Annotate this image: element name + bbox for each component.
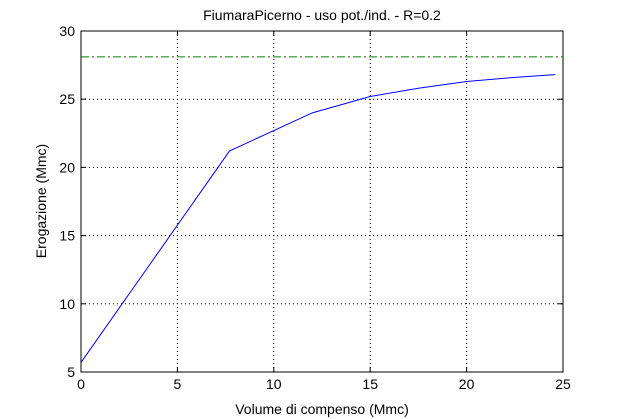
y-tick-label: 25 (59, 91, 75, 107)
y-tick-label: 10 (59, 296, 75, 312)
y-axis-label: Erogazione (Mmc) (33, 144, 49, 258)
y-tick-label: 30 (59, 23, 75, 39)
x-tick-label: 20 (459, 376, 475, 392)
y-tick-label: 5 (67, 364, 75, 380)
x-tick-label: 0 (77, 376, 85, 392)
y-tick-label: 20 (59, 159, 75, 175)
x-axis-label: Volume di compenso (Mmc) (235, 401, 409, 417)
data-line (80, 74, 556, 363)
chart-title: FiumaraPicerno - uso pot./ind. - R=0.2 (203, 7, 441, 23)
x-tick-label: 25 (555, 376, 571, 392)
x-tick-label: 15 (362, 376, 378, 392)
x-tick-label: 10 (266, 376, 282, 392)
y-tick-label: 15 (59, 228, 75, 244)
plot-area (81, 31, 563, 372)
axes-box (80, 30, 564, 373)
x-tick-label: 5 (174, 376, 182, 392)
